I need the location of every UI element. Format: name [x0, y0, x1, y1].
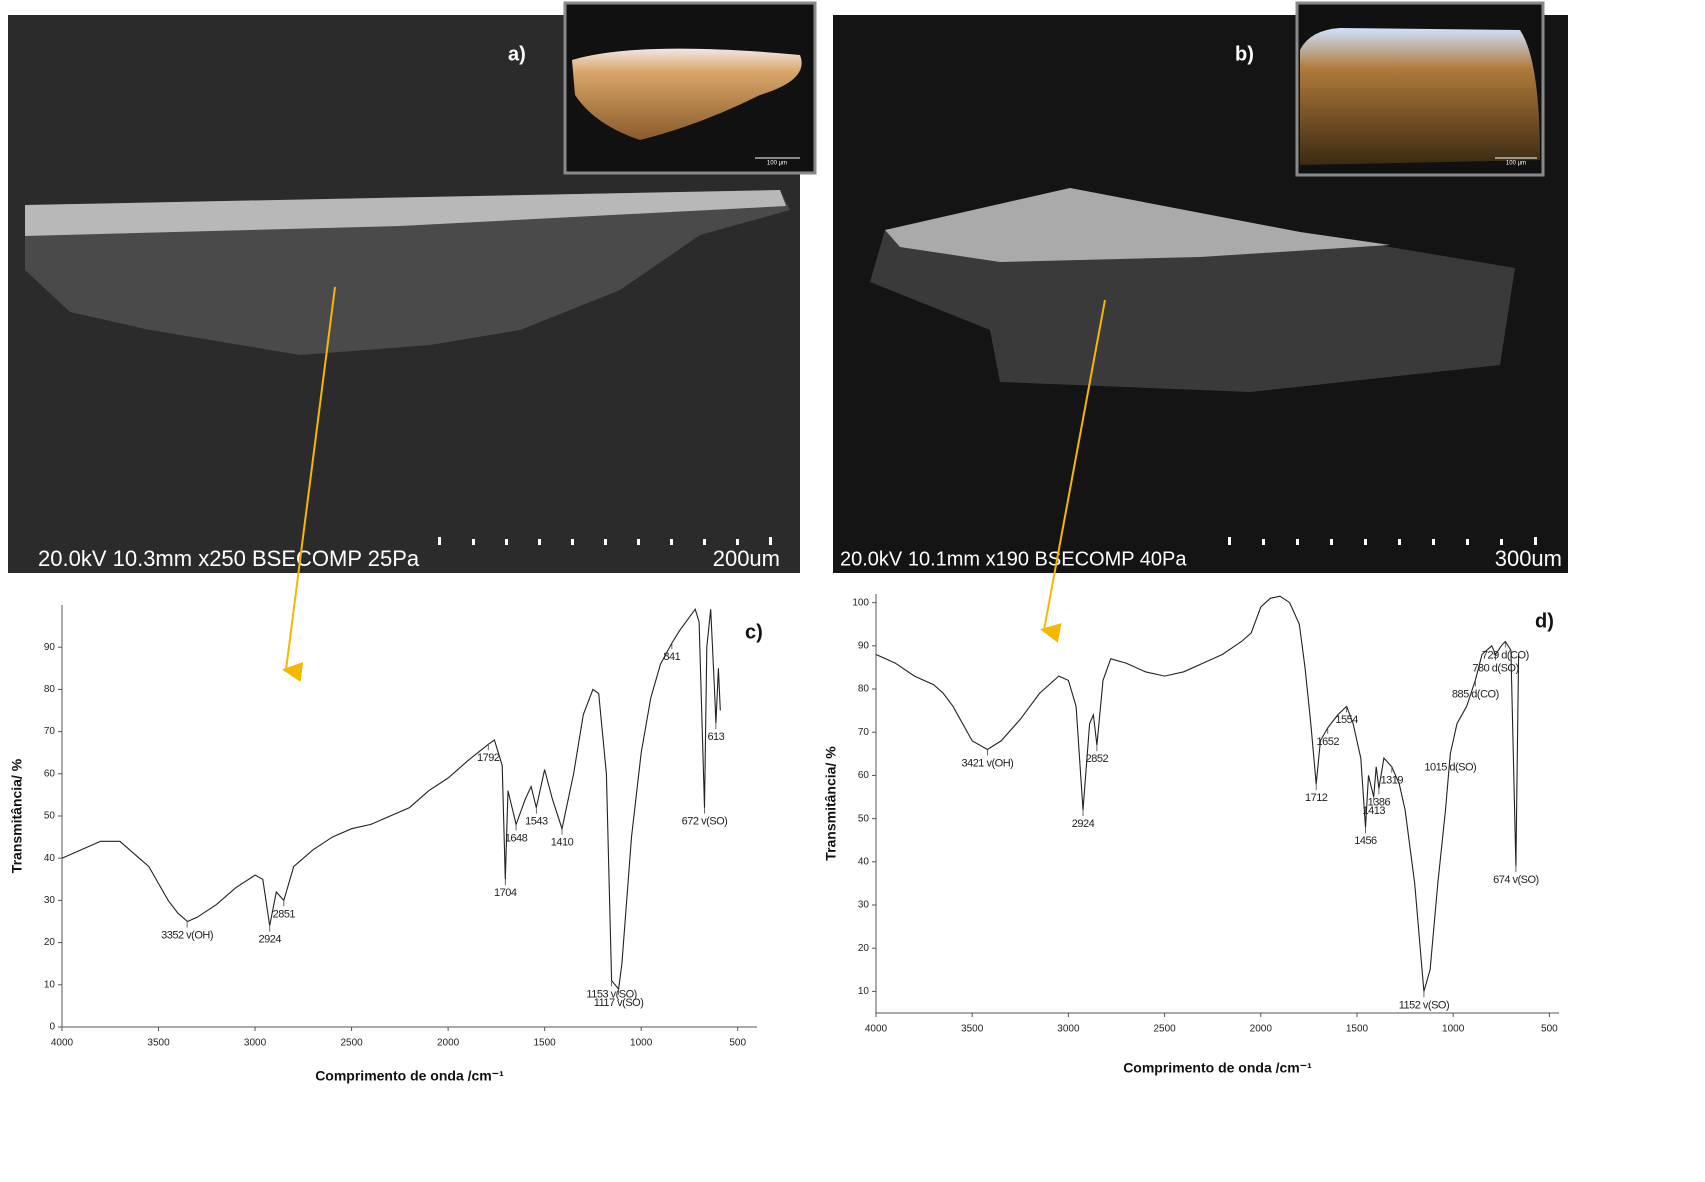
peak-label: 1015 d(SO)	[1424, 762, 1476, 774]
x-tick-label: 2000	[1250, 1024, 1273, 1035]
x-tick-label: 500	[729, 1038, 746, 1049]
x-tick-label: 1000	[630, 1038, 653, 1049]
peak-label: 1554	[1335, 714, 1358, 726]
peak-label: 3421 v(OH)	[961, 757, 1013, 769]
x-tick-label: 4000	[865, 1024, 888, 1035]
y-tick-label: 80	[44, 684, 56, 695]
sem-panel-a: 20.0kV 10.3mm x250 BSECOMP 25Pa 200um a)…	[8, 3, 815, 573]
x-tick-label: 2000	[437, 1038, 460, 1049]
peak-label: 1319	[1381, 775, 1404, 787]
peak-label: 1712	[1305, 792, 1328, 804]
x-tick-label: 3500	[961, 1024, 984, 1035]
y-tick-label: 60	[858, 770, 870, 781]
sem-panel-b: 20.0kV 10.1mm x190 BSECOMP 40Pa 300um b)…	[833, 3, 1568, 573]
inset-scale: 100 µm	[767, 161, 787, 167]
x-tick-label: 1000	[1442, 1024, 1465, 1035]
y-tick-label: 10	[44, 979, 56, 990]
peak-label: 1648	[505, 832, 528, 844]
peak-label: 613	[707, 731, 724, 743]
peak-label: 885 d(CO)	[1452, 688, 1499, 700]
x-tick-label: 4000	[51, 1038, 74, 1049]
y-tick-label: 80	[858, 684, 870, 695]
inset-scale: 100 µm	[1506, 161, 1526, 167]
y-tick-label: 50	[44, 811, 56, 822]
peak-label: 1152 v(SO)	[1399, 999, 1449, 1011]
peak-label: 1456	[1354, 835, 1377, 847]
sem-scale: 200um	[713, 546, 780, 571]
x-axis-label: Comprimento de onda /cm⁻¹	[1123, 1060, 1312, 1076]
sem-caption: 20.0kV 10.1mm x190 BSECOMP 40Pa	[840, 548, 1187, 570]
y-tick-label: 40	[44, 853, 56, 864]
y-tick-label: 20	[858, 943, 870, 954]
x-tick-label: 2500	[340, 1038, 363, 1049]
y-tick-label: 70	[44, 726, 56, 737]
y-tick-label: 0	[49, 1022, 55, 1033]
y-axis-label: Transmitância/ %	[823, 746, 839, 861]
panel-label: b)	[1235, 43, 1254, 65]
peak-label: 1543	[525, 815, 548, 827]
x-tick-label: 3000	[1057, 1024, 1080, 1035]
x-tick-label: 3000	[244, 1038, 267, 1049]
x-tick-label: 3500	[147, 1038, 170, 1049]
peak-label: 729 d(CO)	[1482, 649, 1529, 661]
y-tick-label: 10	[858, 986, 870, 997]
peak-label: 2851	[273, 908, 296, 920]
peak-label: 1410	[551, 837, 574, 849]
peak-label: 1117 v(SO)	[594, 997, 644, 1009]
peak-label: 1652	[1316, 736, 1339, 748]
y-tick-label: 90	[858, 640, 870, 651]
y-axis-label: Transmitância/ %	[9, 758, 25, 873]
peak-label: 674 v(SO)	[1493, 874, 1539, 886]
y-tick-label: 30	[44, 895, 56, 906]
peak-label: 1792	[477, 752, 500, 764]
x-tick-label: 1500	[534, 1038, 557, 1049]
y-tick-label: 100	[852, 597, 869, 608]
panel-label: d)	[1535, 610, 1554, 632]
x-tick-label: 500	[1541, 1024, 1558, 1035]
inset-sample	[1300, 28, 1540, 165]
peak-label: 672 v(SO)	[682, 815, 728, 827]
x-tick-label: 1500	[1346, 1024, 1369, 1035]
x-axis-label: Comprimento de onda /cm⁻¹	[315, 1068, 504, 1084]
figure: 20.0kV 10.3mm x250 BSECOMP 25Pa 200um a)…	[0, 0, 1705, 1182]
y-tick-label: 20	[44, 937, 56, 948]
peak-label: 2852	[1086, 753, 1109, 765]
peak-label: 1386	[1368, 796, 1391, 808]
peak-label: 841	[663, 651, 680, 663]
peak-label: 2924	[1072, 818, 1095, 830]
y-tick-label: 90	[44, 642, 56, 653]
y-tick-label: 50	[858, 813, 870, 824]
x-tick-label: 2500	[1153, 1024, 1176, 1035]
panel-label: c)	[745, 621, 763, 643]
y-tick-label: 40	[858, 856, 870, 867]
peak-label: 780 d(SO)	[1472, 662, 1518, 674]
y-tick-label: 70	[858, 727, 870, 738]
y-tick-label: 60	[44, 768, 56, 779]
panel-label: a)	[508, 43, 526, 65]
peak-label: 3352 v(OH)	[161, 929, 213, 941]
y-tick-label: 30	[858, 900, 870, 911]
peak-label: 2924	[258, 934, 281, 946]
sem-caption: 20.0kV 10.3mm x250 BSECOMP 25Pa	[38, 546, 420, 571]
sem-scale: 300um	[1495, 546, 1562, 571]
peak-label: 1704	[494, 887, 517, 899]
